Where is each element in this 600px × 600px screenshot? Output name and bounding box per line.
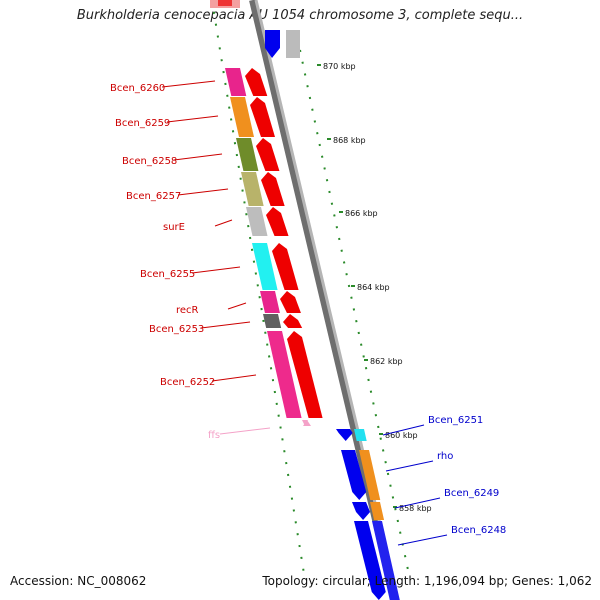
label-leader	[173, 153, 223, 161]
left-genes: Bcen_6260 Bcen_6259 Bcen_6258 Bcen_6257 surE…	[110, 68, 323, 441]
gene-recr[interactable]: recR	[176, 291, 301, 316]
label-leader	[382, 424, 425, 436]
ffs-arrow	[303, 420, 311, 426]
tick-label: 866 kbp	[345, 209, 378, 218]
label-leader	[227, 302, 247, 310]
cog-block	[241, 172, 264, 206]
gene-bcen-6251[interactable]: Bcen_6251	[336, 415, 483, 441]
gene-label: Bcen_6259	[115, 118, 170, 129]
cog-block	[370, 502, 385, 520]
label-leader	[219, 427, 271, 435]
strand-arrow	[256, 138, 280, 171]
label-leader	[200, 321, 251, 329]
strand-arrow	[341, 450, 367, 500]
cog-block	[372, 521, 400, 600]
tick-label: 864 kbp	[357, 283, 390, 292]
gene-label: Bcen_6255	[140, 269, 195, 280]
gene-bcen-6249[interactable]: Bcen_6249	[352, 488, 499, 520]
gene-rho[interactable]: rho	[341, 450, 453, 500]
genome-summary-text: Topology: circular; Length: 1,196,094 bp…	[262, 574, 592, 588]
strand-arrow	[245, 68, 268, 96]
cog-block	[236, 138, 259, 171]
gene-sure[interactable]: surE	[163, 207, 289, 236]
label-leader	[211, 374, 257, 382]
gene-label: recR	[176, 305, 199, 316]
gene-ffs[interactable]: ffs	[208, 420, 311, 441]
gene-bcen-6260[interactable]: Bcen_6260	[110, 68, 268, 96]
gene-label: ffs	[208, 430, 220, 441]
tick-label: 860 kbp	[385, 431, 418, 440]
strand-arrow	[261, 172, 285, 206]
label-leader	[161, 80, 216, 88]
strand-arrow	[250, 97, 275, 137]
accession-text: Accession: NC_008062	[10, 574, 147, 588]
gene-bcen-6259[interactable]: Bcen_6259	[115, 97, 275, 137]
label-leader	[166, 115, 219, 123]
gene-label: Bcen_6260	[110, 83, 165, 94]
strand-arrow	[287, 331, 323, 418]
tick-label: 868 kbp	[333, 136, 366, 145]
gene-label: rho	[437, 451, 453, 462]
cog-block	[252, 243, 278, 290]
cog-block	[263, 314, 282, 328]
gene-label: Bcen_6257	[126, 191, 181, 202]
tick-label: 870 kbp	[323, 62, 356, 71]
gc-track-right	[299, 49, 409, 571]
strand-arrow	[354, 521, 386, 600]
kbp-ticks: 870 kbp 868 kbp 866 kbp 864 kbp 862 kbp 860 k…	[317, 62, 432, 513]
strand-arrow	[336, 429, 353, 441]
label-leader	[385, 460, 434, 472]
gene-bcen-6253[interactable]: Bcen_6253	[149, 314, 303, 335]
cog-block	[246, 207, 268, 236]
gene-label: Bcen_6251	[428, 415, 483, 426]
gene-bcen-6255[interactable]: Bcen_6255	[140, 243, 299, 290]
label-leader	[214, 219, 233, 227]
cog-block	[230, 97, 254, 137]
map-title: Burkholderia cenocepacia AU 1054 chromos…	[76, 8, 524, 23]
strand-arrow	[266, 207, 289, 236]
gene-bcen-6258[interactable]: Bcen_6258	[122, 138, 280, 171]
label-leader	[397, 534, 448, 546]
gene-bcen-6252[interactable]: Bcen_6252	[160, 331, 323, 418]
tick-label: 862 kbp	[370, 357, 403, 366]
label-leader	[394, 497, 441, 509]
strand-arrow	[272, 243, 299, 290]
cog-block	[354, 429, 367, 441]
top-partial-features	[210, 0, 300, 58]
gene-label: surE	[163, 222, 185, 233]
label-leader	[177, 188, 229, 196]
strand-arrow	[280, 291, 301, 313]
gene-label: Bcen_6248	[451, 525, 506, 536]
tick-label: 858 kbp	[399, 504, 432, 513]
gc-track-left	[211, 0, 306, 581]
label-leader	[191, 266, 241, 274]
cog-block	[359, 450, 381, 500]
gene-label: Bcen_6249	[444, 488, 499, 499]
gene-label: Bcen_6252	[160, 377, 215, 388]
strand-arrow	[283, 314, 303, 328]
gene-label: Bcen_6258	[122, 156, 177, 167]
cog-block	[260, 291, 280, 313]
cog-block	[225, 68, 247, 96]
gene-bcen-6248[interactable]: Bcen_6248	[354, 521, 506, 600]
strand-arrow	[352, 502, 371, 520]
gene-bcen-6257[interactable]: Bcen_6257	[126, 172, 285, 206]
cog-block	[267, 331, 302, 418]
gene-label: Bcen_6253	[149, 324, 204, 335]
